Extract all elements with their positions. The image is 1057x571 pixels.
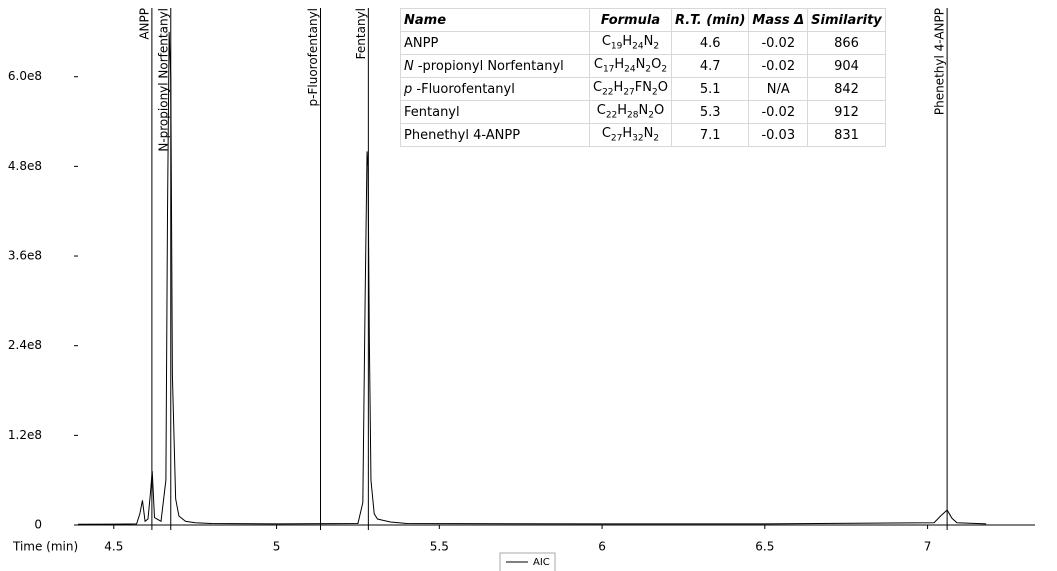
formula-count: 2 — [648, 110, 654, 121]
y-tick-label: 1.2e8 — [8, 428, 42, 442]
formula-count: 27 — [610, 133, 623, 144]
formula-element: N — [643, 34, 654, 50]
marker-label: Phenethyl 4-ANPP — [933, 8, 947, 115]
formula-cell: C22H28N2O — [589, 100, 672, 124]
formula-cell: C19H24N2 — [589, 31, 672, 55]
table-row: Phenethyl 4-ANPP C27H32N2 7.1 -0.03 831 — [400, 123, 886, 147]
formula-count: 32 — [632, 133, 644, 144]
formula-count: 28 — [627, 110, 639, 121]
rt-cell: 4.7 — [670, 54, 750, 78]
rt-cell: 7.1 — [670, 123, 750, 147]
formula-element: FN — [634, 80, 652, 96]
formula-count: 17 — [602, 64, 615, 75]
name-cell: p -Fluorofentanyl — [400, 77, 590, 101]
formula-element: N — [635, 57, 646, 73]
formula-element: N — [638, 103, 649, 119]
table-row: Fentanyl C22H28N2O 5.3 -0.02 912 — [400, 100, 886, 124]
formula-element: N — [643, 126, 654, 142]
formula-element: C — [593, 57, 603, 73]
x-axis-label: Time (min) — [12, 540, 78, 554]
similarity-cell: 866 — [807, 31, 886, 55]
x-tick-label: 4.5 — [104, 540, 123, 554]
similarity-cell: 831 — [807, 123, 886, 147]
formula-element: C — [593, 80, 603, 96]
formula-count: 2 — [653, 41, 660, 52]
formula-element: H — [622, 34, 633, 50]
y-tick-label: 6.0e8 — [8, 69, 42, 83]
formula-element: O — [651, 57, 662, 73]
formula-count: 2 — [645, 64, 652, 75]
similarity-cell: 904 — [807, 54, 886, 78]
mass-cell: N/A — [748, 77, 809, 101]
formula-element: H — [613, 80, 624, 96]
formula-element: C — [601, 34, 611, 50]
x-tick-label: 5 — [273, 540, 281, 554]
formula-element: C — [601, 126, 611, 142]
y-tick-label: 4.8e8 — [8, 159, 42, 173]
formula-element: O — [653, 103, 665, 119]
table-row: p -Fluorofentanyl C22H27FN2O 5.1 N/A 842 — [400, 77, 886, 101]
formula-count: 24 — [632, 41, 644, 52]
formula-element: O — [657, 80, 668, 96]
formula-cell: C22H27FN2O — [589, 77, 672, 101]
formula-count: 24 — [624, 64, 636, 75]
x-tick-label: 7 — [924, 540, 932, 554]
header-cell: Formula — [589, 8, 672, 32]
marker-label: p-Fluorofentanyl — [306, 8, 320, 106]
formula-cell: C27H32N2 — [589, 123, 672, 147]
formula-count: 22 — [602, 87, 614, 98]
similarity-cell: 842 — [807, 77, 886, 101]
similarity-cell: 912 — [807, 100, 886, 124]
formula-count: 2 — [661, 64, 668, 75]
table-row: ANPP C19H24N2 4.6 -0.02 866 — [400, 31, 886, 55]
formula-element: H — [622, 126, 633, 142]
formula-count: 27 — [623, 87, 635, 98]
header-cell: R.T. (min) — [670, 8, 750, 32]
marker-label: Fentanyl — [354, 8, 368, 59]
marker-label: N-propionyl Norfentanyl — [156, 8, 170, 152]
trace-line — [77, 31, 987, 525]
rt-cell: 4.6 — [670, 31, 750, 55]
name-cell: Phenethyl 4-ANPP — [400, 123, 590, 147]
formula-cell: C17H24N2O2 — [589, 54, 672, 78]
marker-label: ANPP — [137, 8, 151, 40]
rt-cell: 5.1 — [670, 77, 750, 101]
mass-cell: -0.03 — [748, 123, 809, 147]
header-cell: Mass Δ — [748, 8, 809, 32]
name-cell: ANPP — [400, 31, 590, 55]
table-row: N -propionyl Norfentanyl C17H24N2O2 4.7 -0.… — [400, 54, 886, 78]
y-tick-label: 3.6e8 — [8, 249, 42, 263]
formula-element: H — [614, 57, 625, 73]
legend-label: AIC — [533, 557, 550, 568]
name-cell: N -propionyl Norfentanyl — [400, 54, 590, 78]
formula-count: 2 — [651, 87, 658, 98]
x-tick-label: 5.5 — [430, 540, 449, 554]
header-cell: Similarity — [807, 8, 886, 32]
y-tick-label: 2.4e8 — [8, 338, 42, 352]
x-tick-label: 6 — [598, 540, 606, 554]
formula-element: H — [617, 103, 628, 119]
formula-count: 2 — [653, 133, 660, 144]
results-table: Name Formula R.T. (min) Mass Δ Similarity ANP… — [400, 8, 886, 147]
formula-count: 22 — [605, 110, 618, 121]
formula-element: C — [596, 103, 606, 119]
y-tick-label: 0 — [34, 518, 42, 532]
header-cell: Name — [400, 8, 590, 32]
mass-cell: -0.02 — [748, 31, 809, 55]
formula-count: 19 — [610, 41, 623, 52]
mass-cell: -0.02 — [748, 100, 809, 124]
rt-cell: 5.3 — [670, 100, 750, 124]
x-tick-label: 6.5 — [755, 540, 774, 554]
header-row: Name Formula R.T. (min) Mass Δ Similarity — [400, 8, 886, 32]
mass-cell: -0.02 — [748, 54, 809, 78]
name-cell: Fentanyl — [400, 100, 590, 124]
